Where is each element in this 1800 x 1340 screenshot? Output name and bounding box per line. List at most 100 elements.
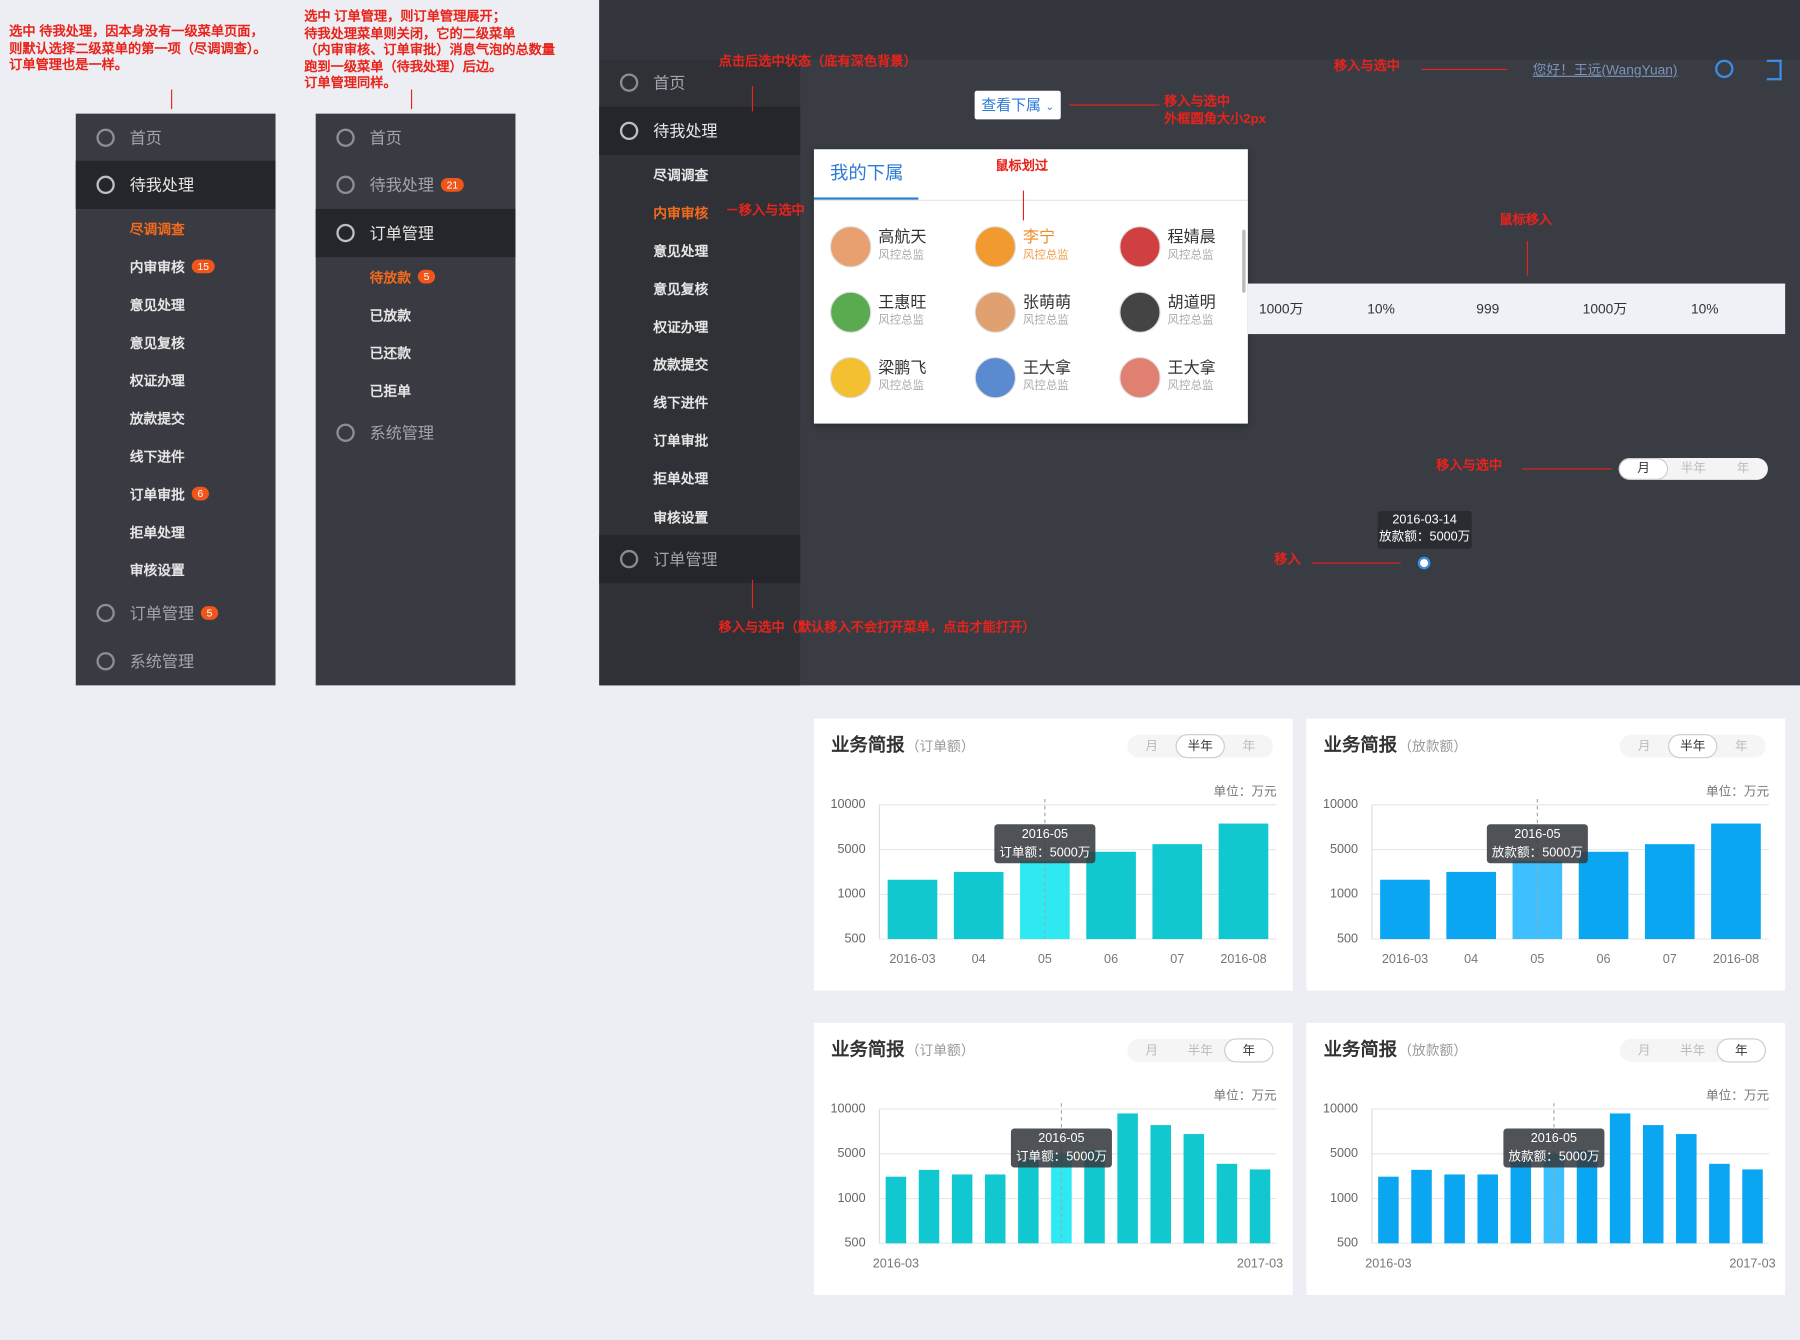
avatar: [830, 291, 872, 333]
toggle-option[interactable]: 半年: [1188, 1043, 1214, 1057]
x-tick-label: 2017-03: [1237, 1256, 1283, 1270]
person[interactable]: 高航天 风控总监: [830, 226, 1002, 268]
toggle-option[interactable]: 半年: [1188, 739, 1214, 753]
person[interactable]: 王惠旺 风控总监: [830, 291, 1002, 333]
menu-label: 尽调调查: [129, 220, 185, 238]
x-tick-label: 2016-08: [1713, 952, 1759, 966]
toggle-option[interactable]: 半年: [1680, 1043, 1706, 1057]
annotation-line: [1526, 241, 1528, 276]
menu-label: 内审审核: [653, 204, 709, 221]
top-bar: [599, 0, 1800, 60]
menu-label: 意见复核: [129, 334, 185, 351]
annotation: 跑到一级菜单（待我处理）后边。: [304, 60, 503, 75]
bar: [1020, 860, 1070, 940]
toggle-option[interactable]: 年: [1735, 1043, 1748, 1057]
y-tick-label: 500: [845, 1236, 866, 1250]
toggle-option[interactable]: 半年: [1680, 461, 1706, 476]
tooltip-text: 放款额：5000万: [1492, 845, 1583, 859]
person[interactable]: 胡道明 风控总监: [1119, 291, 1291, 333]
submenu-item: 拒单处理: [130, 521, 185, 542]
period-toggle: 月半年 年: [1618, 458, 1768, 480]
toggle-selected: [1668, 734, 1718, 759]
person-role: 风控总监: [1022, 314, 1069, 328]
toggle-option[interactable]: 年: [1243, 739, 1256, 753]
annotation-line: [751, 86, 754, 112]
menu-label: 待我处理: [653, 121, 718, 141]
menu-icon: [619, 121, 639, 141]
menu-label: 尽调调查: [653, 167, 709, 184]
y-tick-label: 1000: [838, 1191, 866, 1205]
menu-label: 系统管理: [369, 423, 434, 442]
chart-card: 业务简报 （订单额） 月 半年 年单位：万元 500 1000 5000 10000 2016-0…: [813, 1022, 1293, 1295]
bar: [1117, 1113, 1138, 1244]
annotation: 外框圆角大小2px: [1164, 111, 1267, 126]
settings-icon: [1715, 59, 1734, 79]
bar: [953, 871, 1004, 940]
person[interactable]: 梁鹏飞 风控总监: [830, 357, 1002, 399]
subordinate-popup: 我的下属 高航天 风控总监 李宁 风控总监 程婧晨 风控总监 王惠旺 风控总监 张萌萌 风控总监 胡道…: [813, 149, 1248, 424]
toggle-option[interactable]: 月: [1145, 739, 1158, 753]
table-cell: 1000万: [1258, 300, 1304, 317]
tooltip-bg: [994, 824, 1096, 864]
submenu-item: 意见复核: [130, 332, 185, 353]
menu-item: 订单管理: [653, 549, 717, 570]
chart-subtitle: （订单额）: [906, 739, 975, 754]
submenu-item: 线下进件: [130, 445, 185, 466]
chart-subtitle: （订单额）: [906, 1043, 975, 1058]
person[interactable]: 李宁 风控总监: [974, 226, 1147, 268]
toggle-option[interactable]: 年: [1243, 1043, 1256, 1057]
bar: [1642, 1125, 1664, 1244]
menu-item: 待我处理: [130, 174, 194, 195]
toggle-option[interactable]: 月: [1145, 1043, 1158, 1057]
menu-icon: [96, 175, 115, 195]
person-name: 张萌萌: [1022, 292, 1072, 312]
submenu-item: 已还款: [370, 342, 411, 363]
menu-label: 订单管理: [653, 549, 718, 569]
tooltip-bg: [1503, 1128, 1605, 1168]
menu-label: 意见复核: [653, 280, 709, 297]
y-tick-label: 5000: [838, 1146, 866, 1160]
menu-item: 首页: [130, 127, 162, 148]
menu-label: 订单审批: [129, 486, 185, 503]
table-cell: 10%: [1367, 300, 1395, 317]
view-subordinates-button[interactable]: 查看下属 ⌄: [974, 90, 1061, 120]
y-tick-label: 5000: [1330, 1146, 1358, 1160]
person[interactable]: 程婧晨 风控总监: [1119, 226, 1291, 268]
toggle-option[interactable]: 月: [1618, 458, 1669, 480]
toggle-option[interactable]: 年: [1735, 739, 1748, 753]
person[interactable]: 王大拿 风控总监: [974, 357, 1147, 399]
menu-icon: [96, 128, 115, 147]
annotation-line: [1068, 104, 1160, 106]
submenu-item: 意见复核: [653, 278, 708, 299]
submenu-item: 待放款 5: [369, 266, 436, 287]
toggle-option[interactable]: 年: [1736, 461, 1750, 476]
menu-label: 待我处理: [129, 175, 195, 195]
bar: [1051, 1153, 1072, 1244]
person-role: 风控总监: [1167, 314, 1214, 328]
person[interactable]: 王大拿 风控总监: [1119, 357, 1291, 399]
y-tick-label: 1000: [1330, 887, 1358, 901]
tab-underline: [813, 197, 919, 200]
x-tick-label: 07: [1170, 952, 1184, 966]
popup-tab: 我的下属: [830, 164, 904, 184]
menu-label: 首页: [369, 128, 402, 147]
y-tick-label: 5000: [1330, 842, 1358, 856]
submenu-item: 放款提交: [130, 408, 185, 429]
toggle-option[interactable]: 月: [1638, 1043, 1651, 1057]
y-tick-label: 10000: [1323, 797, 1358, 811]
toggle-option[interactable]: 月: [1638, 739, 1651, 753]
menu-label: 待放款: [369, 269, 412, 286]
person[interactable]: 张萌萌 风控总监: [974, 291, 1147, 333]
submenu-item: 权证办理: [130, 370, 185, 391]
x-tick-label: 2016-03: [889, 952, 935, 966]
menu-label: 权证办理: [653, 318, 709, 335]
bar: [1086, 851, 1136, 940]
menu-badge: 5: [200, 606, 219, 620]
avatar: [1119, 357, 1161, 399]
y-tick-label: 1000: [838, 887, 866, 901]
bar: [1609, 1113, 1631, 1244]
menu-label: 已还款: [369, 344, 412, 362]
submenu-item: 线下进件: [653, 391, 708, 412]
toggle-option[interactable]: 半年: [1680, 739, 1706, 753]
